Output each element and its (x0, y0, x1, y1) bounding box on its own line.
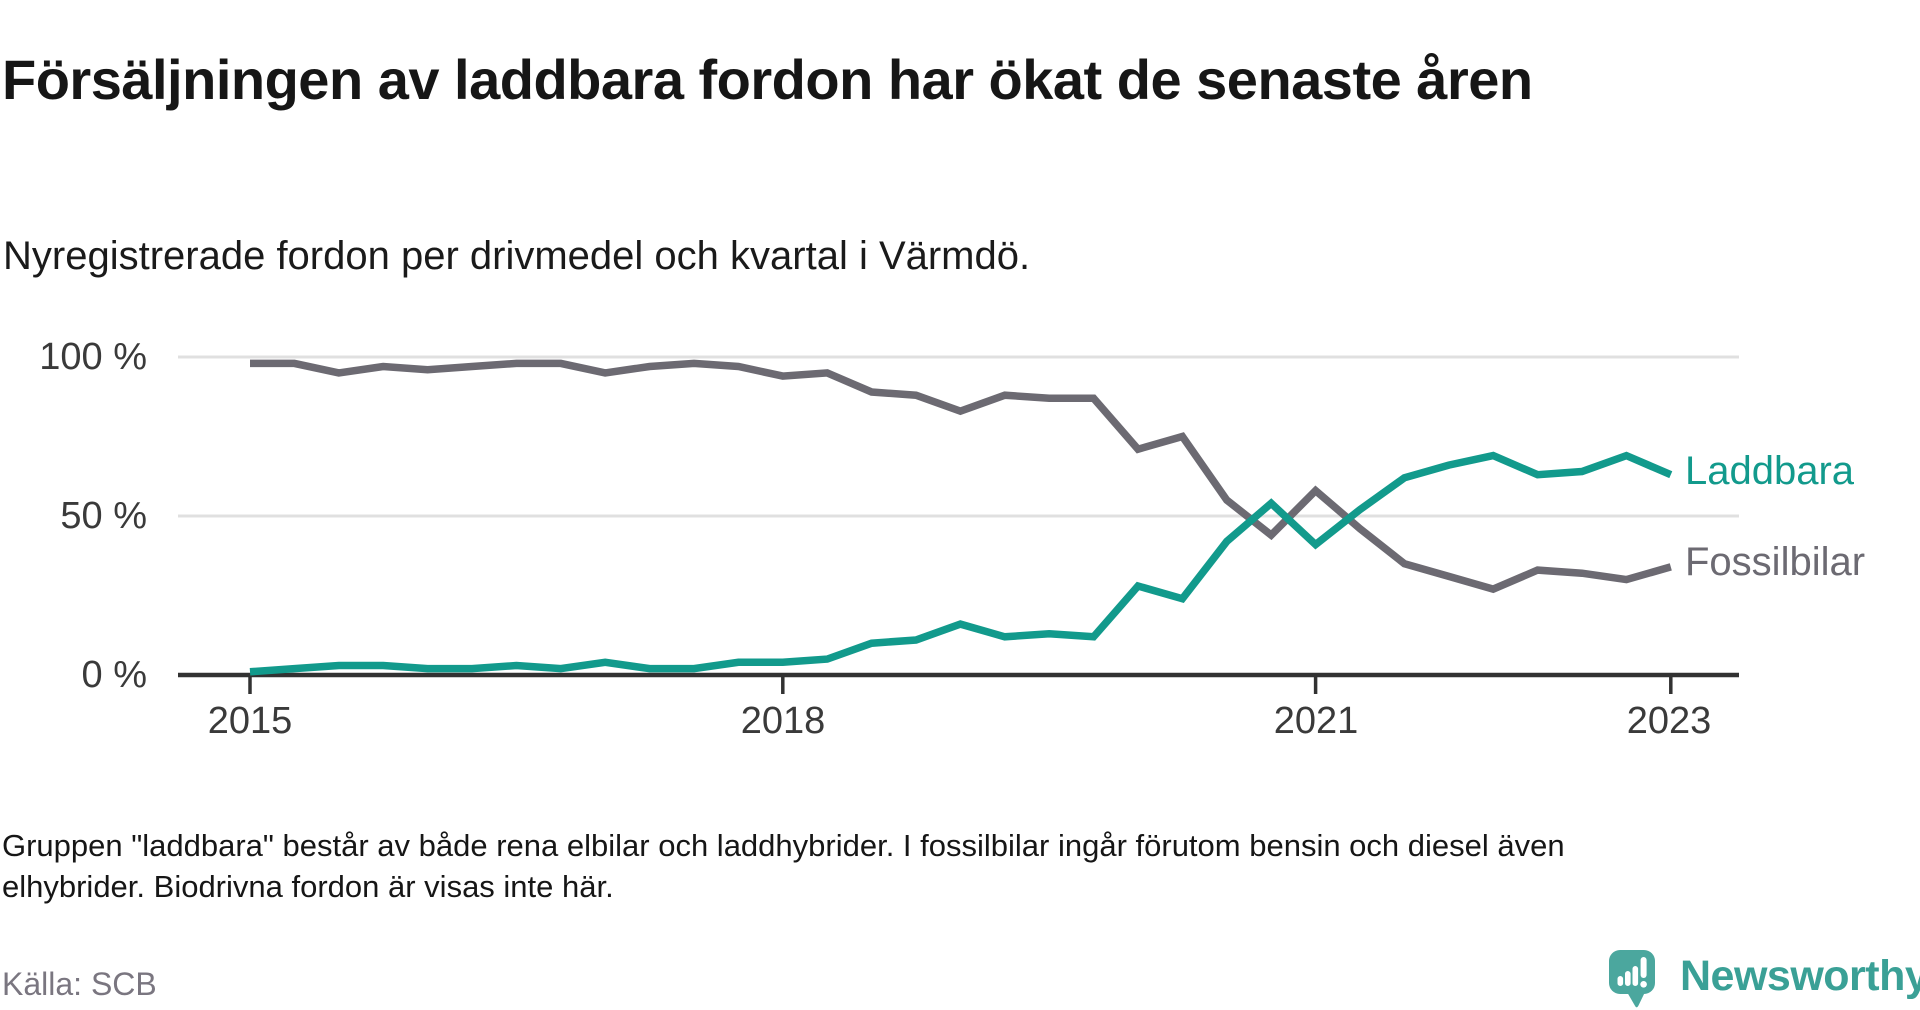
page-title: Försäljningen av laddbara fordon har öka… (2, 47, 1533, 111)
x-axis-label-2023: 2023 (1626, 700, 1712, 742)
series-line-fossilbilar (250, 359, 1672, 594)
newsworthy-logo-text: Newsworthy (1680, 952, 1920, 1000)
x-axis-label-2015: 2015 (207, 700, 293, 742)
newsworthy-logo-icon (1609, 950, 1655, 1008)
line-chart-plot (178, 355, 1739, 694)
footnote-line-1: Gruppen "laddbara" består av både rena e… (2, 828, 1565, 863)
x-axis-label-2021: 2021 (1273, 700, 1359, 742)
y-axis-label-50: 50 % (60, 495, 147, 537)
chart-subtitle: Nyregistrerade fordon per drivmedel och … (3, 234, 1031, 278)
series-line-laddbara (249, 451, 1673, 676)
chart-footnote: Gruppen "laddbara" består av både rena e… (2, 825, 1565, 907)
newsworthy-branding: Newsworthy (1608, 948, 1920, 1010)
series-label-fossilbilar: Fossilbilar (1685, 540, 1866, 584)
y-axis-label-100: 100 % (39, 336, 147, 378)
source-note: Källa: SCB (2, 966, 157, 1002)
footnote-line-2: elhybrider. Biodrivna fordon är visas in… (2, 869, 614, 904)
series-label-laddbara: Laddbara (1685, 449, 1855, 493)
x-axis-label-2018: 2018 (740, 700, 826, 742)
y-axis-label-0: 0 % (81, 654, 147, 696)
